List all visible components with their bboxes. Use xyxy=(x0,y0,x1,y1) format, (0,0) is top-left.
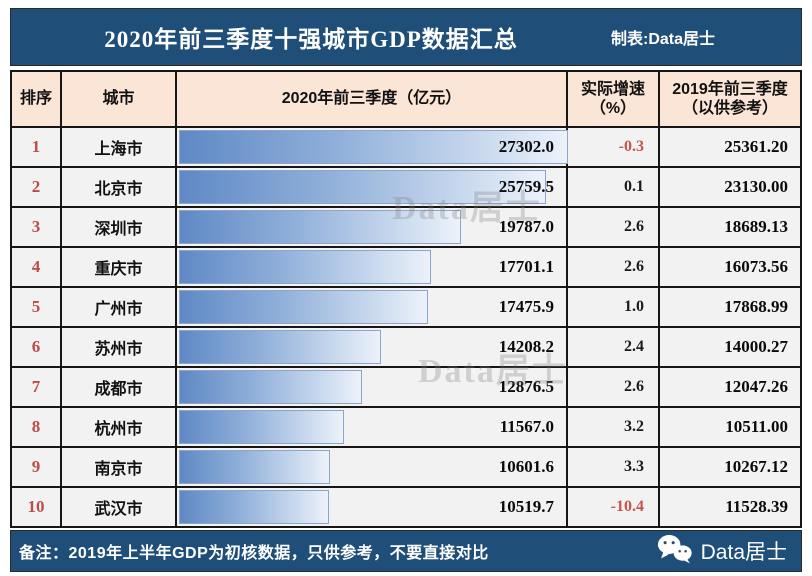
rank-cell: 4 xyxy=(12,248,60,286)
gdp2019-cell: 10511.00 xyxy=(660,408,800,446)
gdp-bar-cell: 11567.0 xyxy=(177,408,566,446)
gdp-bar-cell: 27302.0 xyxy=(177,128,568,166)
gdp2019-cell: 12047.26 xyxy=(660,368,800,406)
gdp2019-cell: 11528.39 xyxy=(660,488,800,526)
growth-cell: 1.0 xyxy=(568,288,658,326)
city-cell: 深圳市 xyxy=(62,208,175,246)
gdp-bar-cell: 19787.0 xyxy=(177,208,566,246)
gdp-bar xyxy=(179,210,461,244)
header-gdp2020: 2020年前三季度（亿元） xyxy=(177,72,566,126)
growth-cell: 2.6 xyxy=(568,368,658,406)
footer-band: 备注：2019年上半年GDP为初核数据，只供参考，不要直接对比 Data居士 xyxy=(10,530,802,572)
rank-cell: 2 xyxy=(12,168,60,206)
rank-cell: 9 xyxy=(12,448,60,486)
gdp-bar-cell: 12876.5 xyxy=(177,368,566,406)
gdp2019-cell: 16073.56 xyxy=(660,248,800,286)
rank-cell: 10 xyxy=(12,488,60,526)
gdp-bar-cell: 14208.2 xyxy=(177,328,566,366)
gdp-value: 12876.5 xyxy=(498,377,554,396)
gdp-bar-cell: 25759.5 xyxy=(177,168,566,206)
brand-name: Data居士 xyxy=(700,541,787,564)
title-band: 2020年前三季度十强城市GDP数据汇总 制表:Data居士 xyxy=(10,8,802,66)
gdp-value: 10601.6 xyxy=(498,457,554,476)
city-cell: 广州市 xyxy=(62,288,175,326)
gdp-bar xyxy=(179,170,547,204)
gdp-bar xyxy=(179,450,331,484)
growth-cell: 2.4 xyxy=(568,328,658,366)
footer-note: 备注：2019年上半年GDP为初核数据，只供参考，不要直接对比 xyxy=(19,545,489,562)
growth-cell: 3.3 xyxy=(568,448,658,486)
gdp2019-cell: 17868.99 xyxy=(660,288,800,326)
gdp-bar xyxy=(179,410,344,444)
city-cell: 武汉市 xyxy=(62,488,175,526)
city-cell: 苏州市 xyxy=(62,328,175,366)
gdp2019-cell: 25361.20 xyxy=(660,128,800,166)
gdp-bar xyxy=(179,290,428,324)
gdp-bar xyxy=(179,490,329,524)
gdp-value: 10519.7 xyxy=(498,497,554,516)
gdp-bar xyxy=(179,130,568,164)
gdp-value: 14208.2 xyxy=(498,337,554,356)
gdp-bar xyxy=(179,250,432,284)
gdp-value: 17701.1 xyxy=(498,257,554,276)
city-cell: 南京市 xyxy=(62,448,175,486)
credit-label: 制表:Data居士 xyxy=(611,31,716,48)
growth-cell: -0.3 xyxy=(568,128,658,166)
city-cell: 重庆市 xyxy=(62,248,175,286)
city-cell: 上海市 xyxy=(62,128,175,166)
gdp-bar-cell: 10601.6 xyxy=(177,448,566,486)
growth-cell: 3.2 xyxy=(568,408,658,446)
city-cell: 北京市 xyxy=(62,168,175,206)
wechat-icon xyxy=(657,534,693,569)
gdp2019-cell: 23130.00 xyxy=(660,168,800,206)
gdp-value: 25759.5 xyxy=(498,177,554,196)
rank-cell: 8 xyxy=(12,408,60,446)
gdp2019-cell: 10267.12 xyxy=(660,448,800,486)
gdp-value: 27302.0 xyxy=(498,137,554,156)
gdp-value: 17475.9 xyxy=(498,297,554,316)
brand-wrap: Data居士 xyxy=(657,534,801,569)
gdp-table: 排序 城市 2020年前三季度（亿元） 实际增速 （%） 2019年前三季度 （… xyxy=(10,70,802,528)
header-city: 城市 xyxy=(62,72,175,126)
gdp-value: 11567.0 xyxy=(499,417,554,436)
header-rank: 排序 xyxy=(12,72,60,126)
rank-cell: 5 xyxy=(12,288,60,326)
page-title: 2020年前三季度十强城市GDP数据汇总 xyxy=(104,27,518,52)
gdp-bar-cell: 10519.7 xyxy=(177,488,566,526)
gdp2019-cell: 14000.27 xyxy=(660,328,800,366)
city-cell: 杭州市 xyxy=(62,408,175,446)
gdp-value: 19787.0 xyxy=(498,217,554,236)
rank-cell: 6 xyxy=(12,328,60,366)
gdp-bar-cell: 17701.1 xyxy=(177,248,566,286)
growth-cell: 2.6 xyxy=(568,208,658,246)
header-growth: 实际增速 （%） xyxy=(568,72,658,126)
gdp-bar xyxy=(179,370,363,404)
rank-cell: 7 xyxy=(12,368,60,406)
rank-cell: 3 xyxy=(12,208,60,246)
growth-cell: -10.4 xyxy=(568,488,658,526)
gdp2019-cell: 18689.13 xyxy=(660,208,800,246)
growth-cell: 2.6 xyxy=(568,248,658,286)
header-gdp2019: 2019年前三季度 （以供参考） xyxy=(660,72,800,126)
city-cell: 成都市 xyxy=(62,368,175,406)
gdp-bar xyxy=(179,330,382,364)
gdp-bar-cell: 17475.9 xyxy=(177,288,566,326)
growth-cell: 0.1 xyxy=(568,168,658,206)
rank-cell: 1 xyxy=(12,128,60,166)
